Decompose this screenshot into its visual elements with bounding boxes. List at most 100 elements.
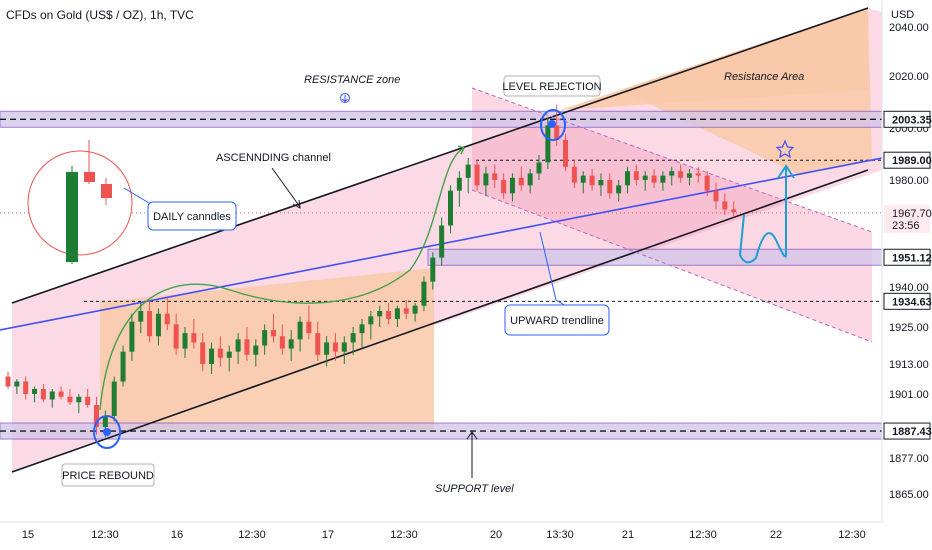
candle-down	[695, 173, 701, 176]
candle-up	[439, 225, 445, 258]
candle-up	[465, 164, 471, 178]
rejection-marker-dot	[548, 120, 556, 128]
x-tick-label: 13:30	[546, 529, 574, 541]
daily-candles-inset	[27, 150, 133, 256]
candle-up	[359, 324, 365, 334]
y-tick-label: 1877.00	[889, 453, 929, 465]
candle-down	[67, 396, 73, 403]
x-tick-label: 12:30	[238, 529, 266, 541]
price-label-box	[883, 422, 931, 440]
x-tick-label: 12:30	[838, 529, 866, 541]
daily-callout-box	[147, 201, 237, 231]
price-axis[interactable]: USD 1865.001877.001889.001901.001913.001…	[881, 0, 932, 522]
candle-up	[483, 173, 489, 186]
price-label: 23:56	[892, 220, 920, 232]
projection-path	[738, 168, 787, 264]
candle-down	[191, 333, 197, 343]
price-label-box	[883, 151, 931, 169]
candle-up	[297, 321, 303, 340]
y-tick-label: 1901.00	[889, 389, 929, 401]
price-label-box	[884, 216, 930, 233]
time-axis[interactable]: 15 12:30 16 12:30 17 12:30 20 13:30 21 12:30 22 12:…	[0, 521, 882, 541]
daily-candles-label: DAILY canndles	[153, 211, 231, 223]
pullback-lower-line	[471, 189, 873, 343]
resistance-area-fill-lower	[620, 8, 872, 175]
candle-down	[501, 180, 507, 194]
candle-down	[589, 175, 595, 186]
candle-up	[120, 351, 126, 382]
accumulation-fill	[100, 302, 434, 430]
candle-up	[76, 396, 82, 403]
candle-up	[394, 308, 400, 319]
candle-up	[412, 305, 418, 314]
price-label: 2003.35	[892, 114, 932, 126]
candle-up	[129, 321, 135, 352]
candle-down	[164, 313, 170, 325]
x-tick-label: 12:30	[689, 529, 717, 541]
price-label: 1887.43	[892, 426, 932, 438]
candle-up	[341, 342, 347, 352]
candle-down	[607, 180, 613, 194]
candle-up	[182, 333, 188, 349]
candle-down	[173, 324, 179, 349]
candle-down	[678, 171, 684, 178]
candle-up	[350, 333, 356, 343]
candle-down	[492, 173, 498, 180]
candle-down	[23, 381, 29, 394]
x-tick-label: 21	[622, 529, 634, 541]
candle-down	[713, 190, 719, 202]
candle-up	[377, 311, 383, 317]
candle-up	[111, 381, 117, 416]
candle-up	[138, 311, 144, 322]
projection-arrowhead	[777, 164, 795, 179]
candle-up	[448, 190, 453, 226]
x-tick-label: 22	[770, 529, 782, 541]
rejection-marker-circle	[540, 109, 566, 141]
resistance-area-label: Resistance Area	[724, 71, 804, 83]
mid-zone-box	[427, 248, 882, 266]
candle-up	[660, 175, 666, 183]
candle-down	[571, 166, 577, 183]
resistance-zone-label: RESISTANCE zone	[304, 74, 400, 86]
candle-up	[430, 257, 436, 282]
candle-up	[642, 175, 648, 180]
level-rejection-label: LEVEL REJECTION	[502, 81, 601, 93]
price-label-box	[884, 204, 930, 221]
x-tick-label: 17	[322, 529, 334, 541]
rebound-marker-circle	[93, 415, 121, 449]
candle-up	[421, 281, 427, 306]
candle-up	[545, 125, 551, 163]
candle-down	[271, 330, 276, 337]
x-tick-label: 20	[490, 529, 502, 541]
pullback-upper-line	[471, 87, 873, 233]
zone-layer	[0, 110, 882, 440]
trendline-callout-pointer	[539, 231, 567, 307]
candle-down	[5, 376, 11, 387]
y-tick-label: 2020.00	[889, 71, 929, 83]
price-label: 1934.63	[892, 296, 932, 308]
y-tick-label: 2040.00	[889, 22, 929, 34]
candle-up	[288, 339, 294, 349]
candle-down	[217, 348, 223, 358]
candle-up	[102, 416, 108, 427]
candle-down	[651, 175, 657, 183]
daily-callout-pointer	[123, 187, 155, 207]
x-tick-label: 12:30	[390, 529, 418, 541]
x-tick-label: 15	[22, 529, 34, 541]
y-tick-label: 1940.00	[889, 282, 929, 294]
level-rejection-box	[503, 75, 601, 97]
candle-up	[324, 342, 330, 355]
candle-down	[633, 171, 639, 180]
arrow-down-glyph	[342, 95, 348, 103]
support-level-label: SUPPORT level	[435, 483, 514, 495]
wave-arrowhead	[457, 145, 465, 155]
candle-up	[262, 330, 268, 346]
candle-up	[456, 177, 462, 191]
pullback-channel-fill	[472, 88, 872, 342]
candle-up	[625, 171, 630, 186]
y-tick-label: 1980.00	[889, 175, 929, 187]
candle-up	[253, 345, 259, 355]
candle-up	[49, 391, 55, 400]
